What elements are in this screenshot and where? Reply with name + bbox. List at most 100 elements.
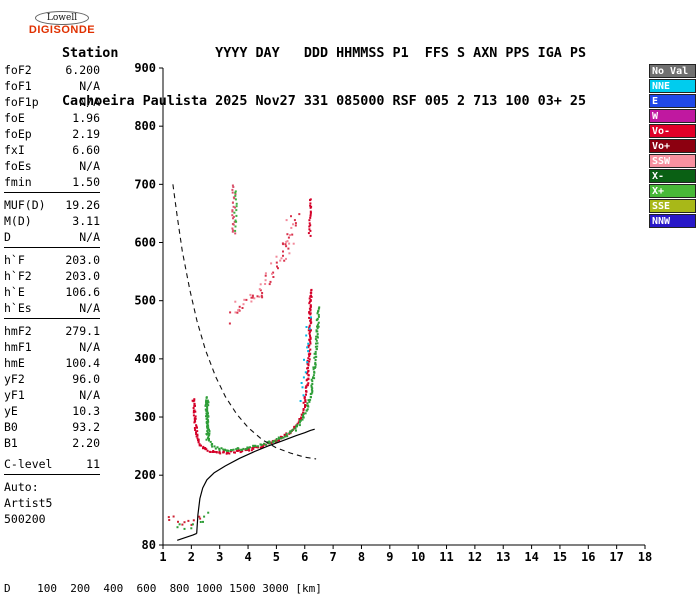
param-group: hmF2 279.1 hmF1 N/A hmE 100.4 yF2 96.0 yF1 N/A yE 1… <box>4 323 100 451</box>
param-row: Artist5 <box>4 495 100 511</box>
param-divider <box>4 318 100 319</box>
param-label: h`F <box>4 253 25 267</box>
param-value: 203.0 <box>65 269 100 283</box>
x-tick-label: 9 <box>386 550 393 564</box>
legend-item-e: E <box>649 94 696 108</box>
param-group: MUF(D) 19.26 M(D) 3.11 D N/A <box>4 197 100 245</box>
param-divider <box>4 474 100 475</box>
x-tick-label: 15 <box>553 550 567 564</box>
param-group: foF2 6.200 foF1 N/A foF1p N/A foE 1.96 foEp 2.19 f… <box>4 62 100 190</box>
param-row: foF1 N/A <box>4 78 100 94</box>
param-value: 106.6 <box>65 285 100 299</box>
legend-item-x+: X+ <box>649 184 696 198</box>
param-value: 6.200 <box>65 63 100 77</box>
x-tick-label: 10 <box>411 550 425 564</box>
x-tick-label: 6 <box>301 550 308 564</box>
param-value: 203.0 <box>65 253 100 267</box>
param-value: 279.1 <box>65 324 100 338</box>
x-tick-label: 13 <box>496 550 510 564</box>
param-row: B1 2.20 <box>4 435 100 451</box>
param-row: yE 10.3 <box>4 403 100 419</box>
y-tick-label: 900 <box>134 61 156 75</box>
param-label: Auto: <box>4 480 39 494</box>
x-tick-label: 2 <box>188 550 195 564</box>
direction-legend: No Val NNE E W Vo- Vo+ SSW X- X+ SSE NNW <box>649 64 696 229</box>
series-e-region-echoes-red <box>167 515 202 526</box>
series-second-hop-spread-red <box>228 213 301 325</box>
param-value: 6.60 <box>72 143 100 157</box>
param-group: h`F 203.0 h`F2 203.0 h`E 106.6 h`Es N/A <box>4 252 100 316</box>
param-label: Artist5 <box>4 496 53 510</box>
param-row: foF1p N/A <box>4 94 100 110</box>
param-divider <box>4 192 100 193</box>
param-row: foE 1.96 <box>4 110 100 126</box>
param-value: 1.96 <box>72 111 100 125</box>
y-tick-label: 400 <box>134 352 156 366</box>
param-value: 2.20 <box>72 436 100 450</box>
series-f-trace-x-mode <box>204 306 321 452</box>
x-tick-label: 16 <box>581 550 595 564</box>
legend-item-no-val: No Val <box>649 64 696 78</box>
param-value: 93.2 <box>72 420 100 434</box>
param-label: M(D) <box>4 214 32 228</box>
series-true-height-profile-f-layer <box>196 428 315 534</box>
x-tick-label: 8 <box>358 550 365 564</box>
param-value: N/A <box>79 95 100 109</box>
param-value: 100.4 <box>65 356 100 370</box>
series-muf-transmission-curve <box>172 184 317 460</box>
param-value: N/A <box>79 301 100 315</box>
x-tick-label: 11 <box>439 550 453 564</box>
legend-item-nnw: NNW <box>649 214 696 228</box>
param-row: foF2 6.200 <box>4 62 100 78</box>
series-second-hop-spread-pink <box>234 219 295 314</box>
y-tick-label: 80 <box>142 538 156 552</box>
param-label: C-level <box>4 457 53 471</box>
param-row: h`E 106.6 <box>4 284 100 300</box>
x-tick-label: 4 <box>244 550 251 564</box>
param-row: 500200 <box>4 511 100 527</box>
logo-lowell-text: Lowell <box>34 11 90 25</box>
param-row: B0 93.2 <box>4 419 100 435</box>
series-interference-column-green <box>233 190 238 232</box>
param-value: N/A <box>79 340 100 354</box>
param-row: hmF2 279.1 <box>4 323 100 339</box>
legend-item-vo+: Vo+ <box>649 139 696 153</box>
param-label: foF1 <box>4 79 32 93</box>
param-row: hmE 100.4 <box>4 355 100 371</box>
x-tick-label: 12 <box>468 550 482 564</box>
param-row: M(D) 3.11 <box>4 213 100 229</box>
logo-digisonde-text: DIGISONDE <box>28 24 96 36</box>
param-divider <box>4 247 100 248</box>
param-label: D <box>4 230 11 244</box>
param-row: hmF1 N/A <box>4 339 100 355</box>
param-value: N/A <box>79 388 100 402</box>
param-row: C-level 11 <box>4 456 100 472</box>
series-x-mode-e-retardation <box>205 399 210 441</box>
legend-item-vo-: Vo- <box>649 124 696 138</box>
param-label: B1 <box>4 436 18 450</box>
param-row: foEp 2.19 <box>4 126 100 142</box>
param-label: foEp <box>4 127 32 141</box>
param-label: MUF(D) <box>4 198 46 212</box>
x-tick-label: 18 <box>638 550 652 564</box>
param-value: 96.0 <box>72 372 100 386</box>
param-label: yF1 <box>4 388 25 402</box>
legend-item-x-: X- <box>649 169 696 183</box>
x-tick-label: 7 <box>330 550 337 564</box>
param-group: Auto: Artist5 500200 <box>4 479 100 527</box>
y-tick-label: 700 <box>134 177 156 191</box>
param-row: Auto: <box>4 479 100 495</box>
y-tick-label: 800 <box>134 119 156 133</box>
param-row: fmin 1.50 <box>4 174 100 190</box>
param-label: yF2 <box>4 372 25 386</box>
param-label: foEs <box>4 159 32 173</box>
param-row: D N/A <box>4 229 100 245</box>
x-tick-label: 3 <box>216 550 223 564</box>
y-tick-label: 600 <box>134 236 156 250</box>
param-row: MUF(D) 19.26 <box>4 197 100 213</box>
param-label: 500200 <box>4 512 46 526</box>
param-label: fxI <box>4 143 25 157</box>
param-label: B0 <box>4 420 18 434</box>
param-row: yF2 96.0 <box>4 371 100 387</box>
